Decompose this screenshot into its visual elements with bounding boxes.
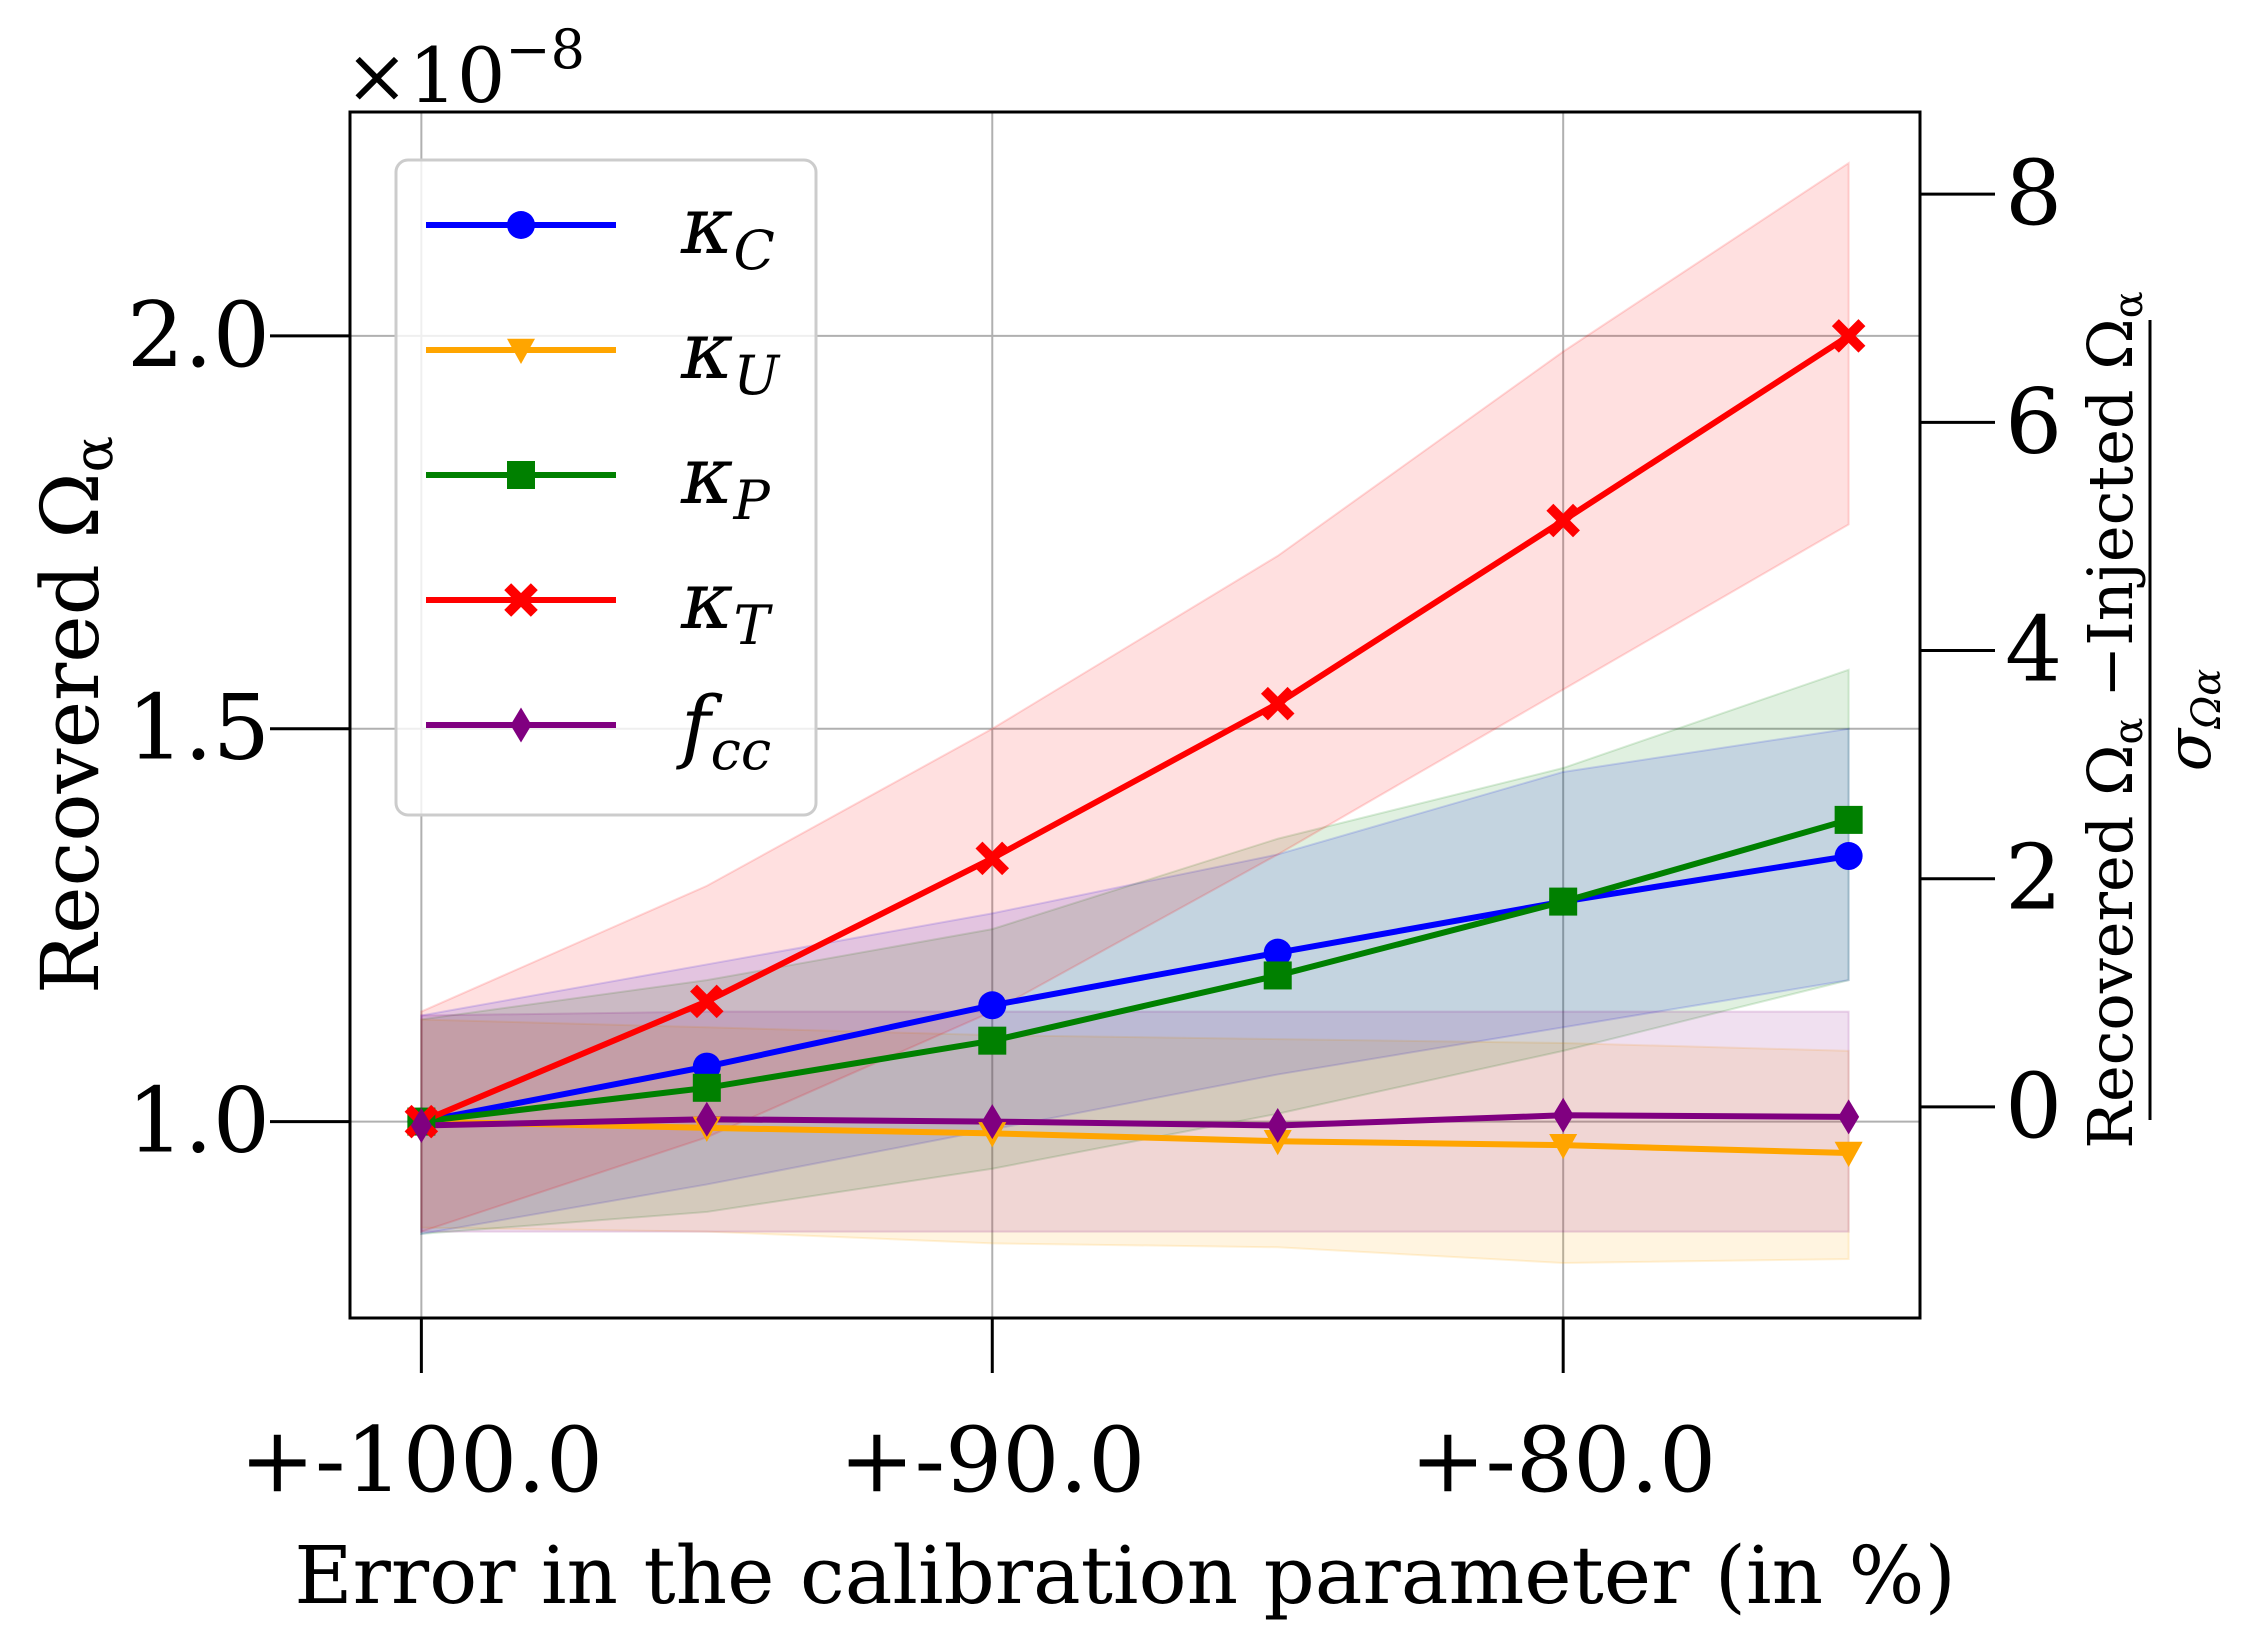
point-κC (978, 991, 1007, 1020)
point-fcc (1552, 1097, 1574, 1133)
right-y-axis-label: Recovered Ωα −Injected Ωα σΩα (2074, 291, 2230, 1148)
point-κT-stroke (975, 841, 1010, 876)
x-tick-label: +-90.0 (839, 1408, 1145, 1513)
series-markers (404, 319, 1866, 1168)
point-κC (1263, 938, 1292, 967)
legend-label: fcc (676, 679, 771, 782)
point-κT-stroke (1260, 686, 1295, 721)
point-κP (1834, 805, 1863, 834)
plot-frame (348, 110, 1922, 1320)
line-κT (420, 333, 1851, 1125)
legend-label: κT (680, 554, 773, 657)
point-fcc (696, 1101, 718, 1137)
y-tick-label: 2.0 (127, 283, 270, 388)
y-tick-label: 1.5 (127, 676, 270, 781)
legend-label: κP (680, 429, 771, 532)
legend-marker (507, 461, 535, 489)
right-y-tick-label: 2 (2005, 826, 2062, 931)
point-κU (1834, 1141, 1863, 1168)
point-κT (1831, 319, 1866, 353)
legend-items: κC κU κP κT fcc (426, 179, 780, 782)
point-κT (975, 841, 1010, 876)
y-axis-label: Recovered Ωα (24, 436, 125, 994)
right-y-tick-label: 8 (2005, 141, 2062, 246)
point-κP (692, 1073, 721, 1102)
point-κT-stroke (1546, 503, 1580, 538)
point-fcc (410, 1108, 432, 1144)
legend-item: κU (426, 304, 780, 407)
point-κT-stroke (690, 984, 724, 1019)
point-κT (690, 984, 724, 1019)
point-κP (1549, 887, 1578, 916)
point-κP (1263, 961, 1292, 990)
line-κU (421, 1118, 1849, 1157)
svg-text:Recovered Ωα −Injected Ωα: Recovered Ωα −Injected Ωα (2074, 291, 2152, 1148)
point-κT (1546, 503, 1580, 538)
point-κP (978, 1026, 1007, 1055)
point-fcc (1838, 1099, 1860, 1135)
legend-item: κP (426, 429, 771, 532)
y-axis-ticks: 1.0 1.5 2.0 (127, 283, 350, 1174)
point-κC (1834, 842, 1863, 871)
legend-marker-stroke (504, 583, 538, 617)
x-axis-ticks: +-100.0 +-90.0 +-80.0 (240, 1318, 1716, 1513)
legend-item: κC (426, 179, 775, 282)
legend-marker (507, 211, 535, 239)
right-y-tick-label: 6 (2005, 369, 2062, 474)
legend-marker (507, 338, 535, 364)
right-y-axis-ticks: 0 2 4 6 8 (1920, 141, 2062, 1159)
legend-marker (504, 583, 538, 617)
x-tick-label: +-80.0 (1410, 1408, 1716, 1513)
legend: κC κU κP κT fcc (394, 158, 818, 817)
line-κC (420, 853, 1850, 1125)
line-fcc (421, 1112, 1849, 1129)
point-κT-stroke (1831, 319, 1866, 353)
point-κC (692, 1052, 721, 1081)
band-κP (420, 668, 1850, 1236)
point-fcc (981, 1104, 1003, 1140)
x-axis-label: Error in the calibration parameter (in %… (294, 1529, 1956, 1622)
point-κU (1549, 1133, 1578, 1160)
y-scale-exponent: ×10−8 (345, 18, 585, 120)
legend-label: κC (680, 179, 775, 282)
legend-box (394, 158, 818, 817)
series-lines (420, 333, 1851, 1157)
svg-text:σΩα: σΩα (2152, 669, 2230, 772)
point-κT (1260, 686, 1295, 721)
y-tick-label: 1.0 (127, 1069, 270, 1174)
right-y-tick-label: 0 (2005, 1054, 2062, 1159)
line-κP (421, 817, 1850, 1125)
legend-item: κT (426, 554, 773, 657)
legend-item: fcc (426, 679, 771, 782)
legend-marker (510, 707, 532, 743)
x-tick-label: +-100.0 (240, 1408, 603, 1513)
point-fcc (1267, 1108, 1289, 1144)
right-y-tick-label: 4 (2005, 598, 2062, 703)
legend-label: κU (680, 304, 780, 407)
